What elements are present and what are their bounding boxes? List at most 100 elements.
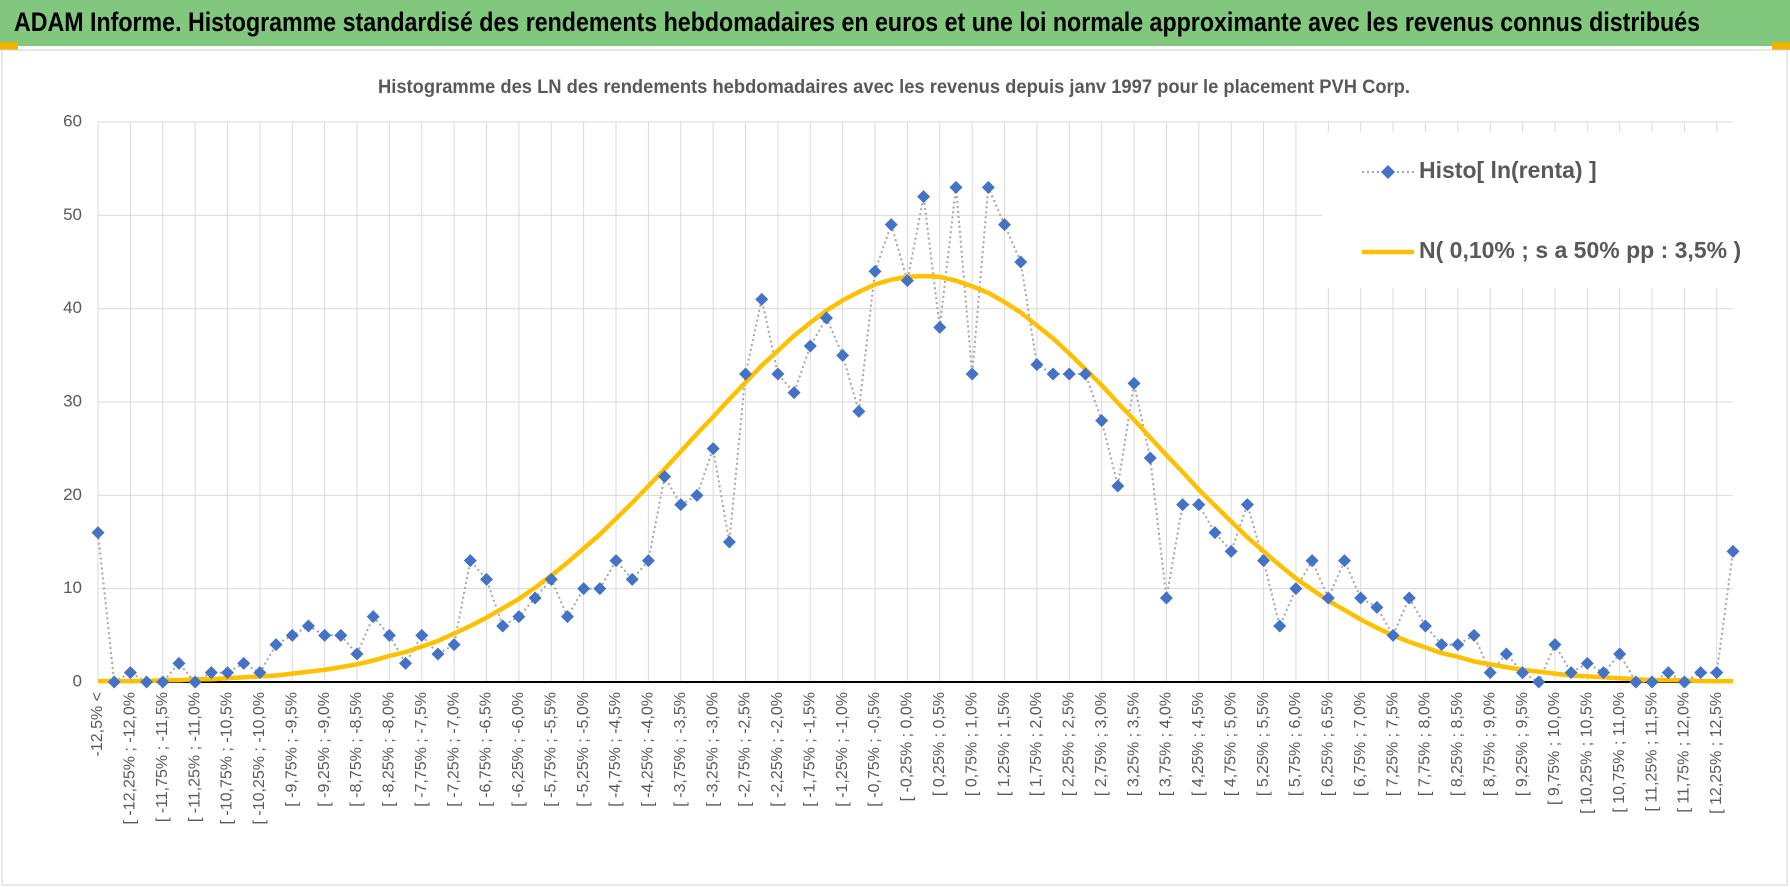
- y-tick-label: 10: [63, 578, 82, 597]
- point: [1208, 526, 1222, 540]
- point: [156, 675, 170, 689]
- point: [399, 656, 413, 670]
- y-tick-label: 0: [73, 671, 82, 690]
- point: [91, 526, 105, 540]
- point: [1451, 638, 1465, 652]
- point: [1710, 666, 1724, 680]
- x-tick-label: [ 0,75% ; 1,0%: [963, 692, 980, 796]
- x-tick-label: [ -0,75% ; -0,5%: [866, 692, 883, 807]
- point: [1273, 619, 1287, 633]
- point: [803, 339, 817, 353]
- x-tick-label: -12,5% <: [89, 692, 106, 756]
- point: [1305, 554, 1319, 568]
- series-line: [98, 273, 1733, 684]
- point: [787, 386, 801, 400]
- x-tick-label: [ 2,75% ; 3,0%: [1093, 692, 1110, 796]
- point: [269, 638, 283, 652]
- x-tick-label: [ -5,25% ; -5,0%: [575, 692, 592, 807]
- point: [577, 582, 591, 596]
- point: [1677, 675, 1691, 689]
- y-tick-label: 30: [63, 391, 82, 410]
- point: [350, 647, 364, 661]
- x-tick-label: [ 10,25% ; 10,5%: [1579, 692, 1596, 814]
- point: [528, 591, 542, 605]
- point: [917, 190, 931, 204]
- x-tick-label: [ -10,25% ; -10,0%: [251, 692, 268, 825]
- point: [107, 675, 121, 689]
- point: [1467, 628, 1481, 642]
- x-tick-label: [ 7,75% ; 8,0%: [1417, 692, 1434, 796]
- x-tick-label: [ 5,25% ; 5,5%: [1255, 692, 1272, 796]
- x-tick-label: [ -10,75% ; -10,5%: [219, 692, 236, 825]
- y-tick-label: 40: [63, 298, 82, 317]
- x-tick-label: [ 8,25% ; 8,5%: [1449, 692, 1466, 796]
- x-tick-label: [ 8,75% ; 9,0%: [1481, 692, 1498, 796]
- point: [1532, 675, 1546, 689]
- point: [609, 554, 623, 568]
- point: [949, 180, 963, 194]
- point: [431, 647, 445, 661]
- x-tick-label: [ 7,25% ; 7,5%: [1384, 692, 1401, 796]
- corner-mark: [0, 42, 18, 50]
- x-tick-label: [ -5,75% ; -5,5%: [542, 692, 559, 807]
- point: [334, 628, 348, 642]
- point: [1046, 367, 1060, 381]
- x-tick-label: [ -9,75% ; -9,5%: [283, 692, 300, 807]
- point: [819, 311, 833, 325]
- point: [253, 666, 267, 680]
- point: [1176, 498, 1190, 512]
- x-tick-label: [ 9,75% ; 10,0%: [1546, 692, 1563, 805]
- point: [755, 292, 769, 306]
- point: [625, 572, 639, 586]
- point: [480, 572, 494, 586]
- x-tick-label: [ 6,25% ; 6,5%: [1320, 692, 1337, 796]
- point: [1095, 414, 1109, 428]
- point: [1370, 600, 1384, 614]
- point: [722, 535, 736, 549]
- x-tick-label: [ -11,75% ; -11,5%: [154, 692, 171, 822]
- y-tick-label: 50: [63, 205, 82, 224]
- point: [1483, 666, 1497, 680]
- point: [1435, 638, 1449, 652]
- x-tick-label: [ -3,75% ; -3,5%: [672, 692, 689, 807]
- point: [1240, 498, 1254, 512]
- point: [318, 628, 332, 642]
- point: [1596, 666, 1610, 680]
- y-tick-label: 20: [63, 485, 82, 504]
- point: [1726, 544, 1740, 558]
- point: [382, 628, 396, 642]
- x-tick-label: [ -1,25% ; -1,0%: [834, 692, 851, 807]
- point: [1289, 582, 1303, 596]
- corner-mark: [1772, 42, 1790, 50]
- x-tick-label: [ 0,25% ; 0,5%: [931, 692, 948, 796]
- x-tick-label: [ -4,75% ; -4,5%: [607, 692, 624, 807]
- chart-border: [1, 49, 1788, 886]
- point: [739, 367, 753, 381]
- point: [1629, 675, 1643, 689]
- point: [900, 274, 914, 288]
- point: [1694, 666, 1708, 680]
- point: [237, 656, 251, 670]
- x-tick-label: [ -0,25% ; 0,0%: [899, 692, 916, 801]
- x-tick-label: [ 5,75% ; 6,0%: [1287, 692, 1304, 796]
- point: [1613, 647, 1627, 661]
- point: [221, 666, 235, 680]
- point: [1014, 255, 1028, 269]
- point: [1418, 619, 1432, 633]
- header-title: ADAM Informe. Histogramme standardisé de…: [14, 7, 1700, 37]
- legend: Histo[ ln(renta) ] N( 0,10% ; s a 50% pp …: [1322, 132, 1741, 288]
- point: [706, 442, 720, 456]
- x-tick-label: [ 12,25% ; 12,5%: [1708, 692, 1725, 814]
- point: [1354, 591, 1368, 605]
- point: [415, 628, 429, 642]
- point: [771, 367, 785, 381]
- point: [1224, 544, 1238, 558]
- point: [366, 610, 380, 624]
- x-tick-label: [ 3,75% ; 4,0%: [1158, 692, 1175, 796]
- point: [690, 488, 704, 502]
- point: [301, 619, 315, 633]
- point: [285, 628, 299, 642]
- point: [512, 610, 526, 624]
- plot: [91, 180, 1740, 689]
- point: [933, 320, 947, 334]
